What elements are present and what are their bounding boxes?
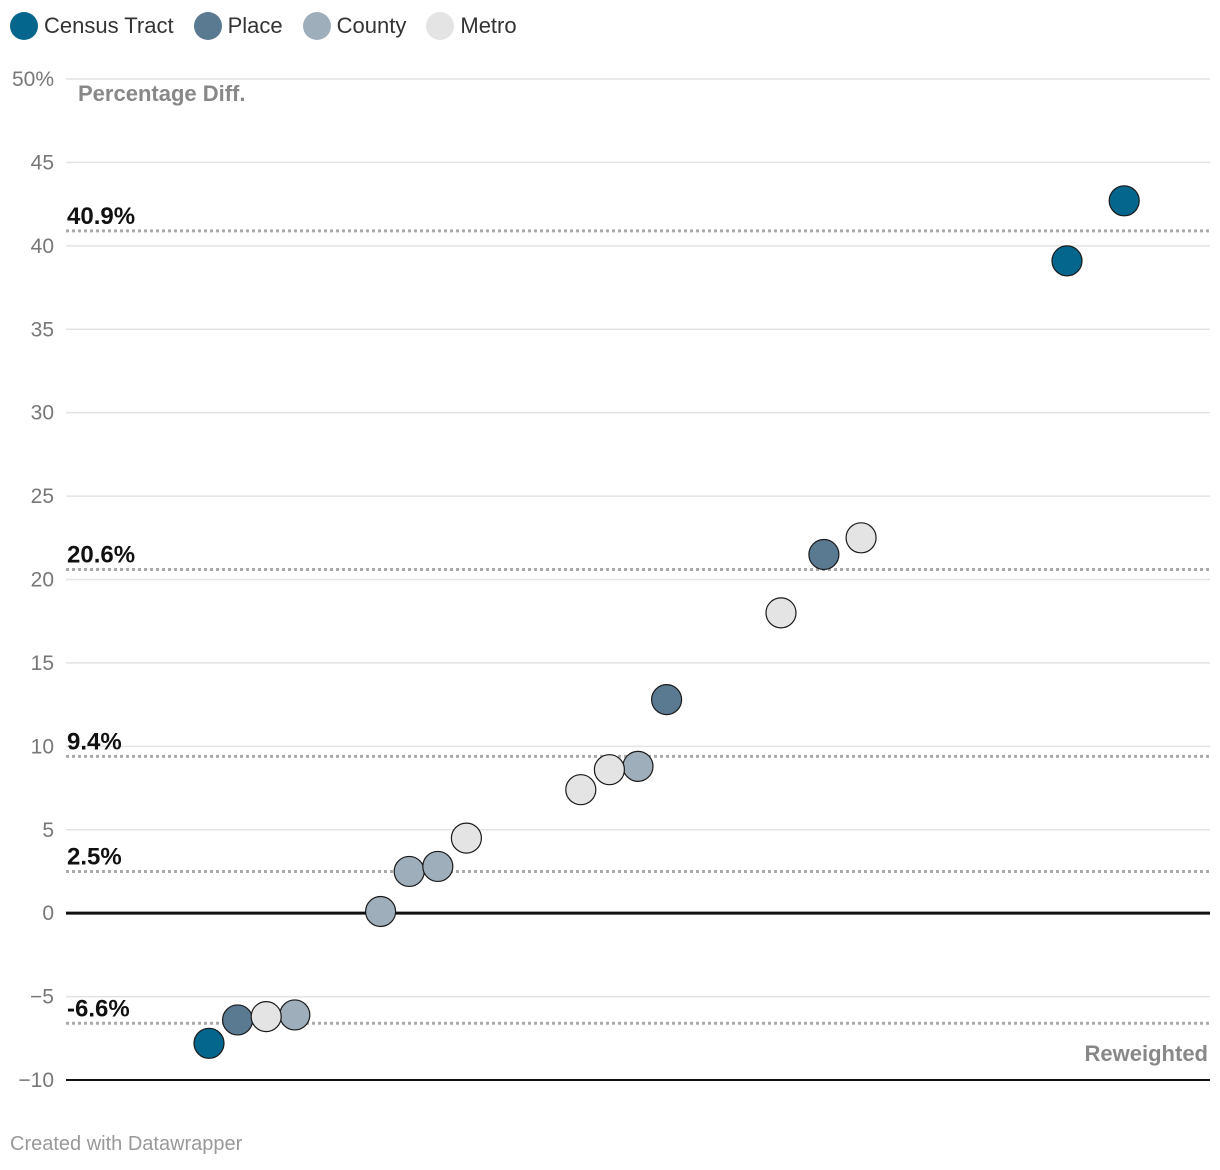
- legend-label: County: [336, 13, 407, 38]
- reference-lines-layer: 40.9% 20.6% 9.4% 2.5% -6.6%: [66, 203, 1210, 1025]
- points-layer: [193, 185, 1140, 1059]
- legend-label: Census Tract: [44, 13, 174, 38]
- legend-item-county[interactable]: County: [302, 12, 407, 40]
- y-axis-title: Percentage Diff.: [78, 81, 246, 106]
- data-point[interactable]: [845, 522, 877, 554]
- data-point[interactable]: [808, 538, 840, 571]
- data-point[interactable]: [222, 1004, 254, 1036]
- y-tick-label: 25: [31, 485, 54, 508]
- y-tick-label: 0: [42, 902, 54, 925]
- legend-label: Metro: [460, 13, 517, 38]
- credit-text: Created with Datawrapper: [10, 1133, 243, 1155]
- data-point[interactable]: [450, 822, 482, 854]
- data-point[interactable]: [422, 850, 454, 883]
- y-tick-label: 45: [31, 151, 54, 174]
- data-point[interactable]: [279, 999, 311, 1031]
- y-tick-label: 50%: [12, 68, 54, 91]
- data-point[interactable]: [1051, 245, 1083, 277]
- legend-swatch: [10, 12, 38, 40]
- x-axis-title: Reweighted: [1085, 1041, 1208, 1066]
- data-point[interactable]: [193, 1027, 225, 1059]
- axis-layer: 50% 45 40 35 30 25 20 15 10 5 0 −5 −10: [12, 68, 1210, 1092]
- data-point[interactable]: [622, 750, 654, 782]
- legend-item-place[interactable]: Place: [193, 12, 283, 40]
- data-point[interactable]: [593, 754, 626, 786]
- y-tick-label: 20: [31, 569, 54, 592]
- y-tick-label: 40: [31, 235, 54, 258]
- legend-item-metro[interactable]: Metro: [426, 12, 517, 40]
- y-tick-label: 35: [31, 318, 54, 341]
- legend-swatch: [193, 12, 222, 40]
- legend-label: Place: [227, 13, 283, 38]
- data-point[interactable]: [1108, 185, 1140, 217]
- data-point[interactable]: [250, 1001, 282, 1033]
- data-point[interactable]: [650, 684, 683, 716]
- y-tick-label: 5: [42, 819, 54, 842]
- data-point[interactable]: [365, 895, 397, 928]
- reference-line-label: -6.6%: [67, 995, 130, 1022]
- legend-item-census-tract[interactable]: Census Tract: [10, 12, 174, 40]
- legend-swatch: [302, 12, 331, 40]
- y-tick-label: −10: [18, 1069, 54, 1092]
- data-point[interactable]: [393, 855, 425, 888]
- reference-line-label: 9.4%: [67, 728, 122, 755]
- grid-layer: [66, 78, 1210, 998]
- y-tick-label: 30: [31, 402, 54, 425]
- y-tick-label: 10: [31, 735, 54, 758]
- legend: Census Tract Place County Metro: [10, 12, 537, 40]
- y-tick-label: −5: [30, 986, 54, 1009]
- data-point[interactable]: [565, 774, 597, 806]
- legend-swatch: [426, 12, 455, 40]
- y-tick-label: 15: [31, 652, 54, 675]
- reference-line-label: 40.9%: [67, 203, 135, 230]
- reference-line-label: 2.5%: [67, 843, 122, 870]
- reference-line-label: 20.6%: [67, 541, 135, 568]
- data-point[interactable]: [765, 597, 797, 629]
